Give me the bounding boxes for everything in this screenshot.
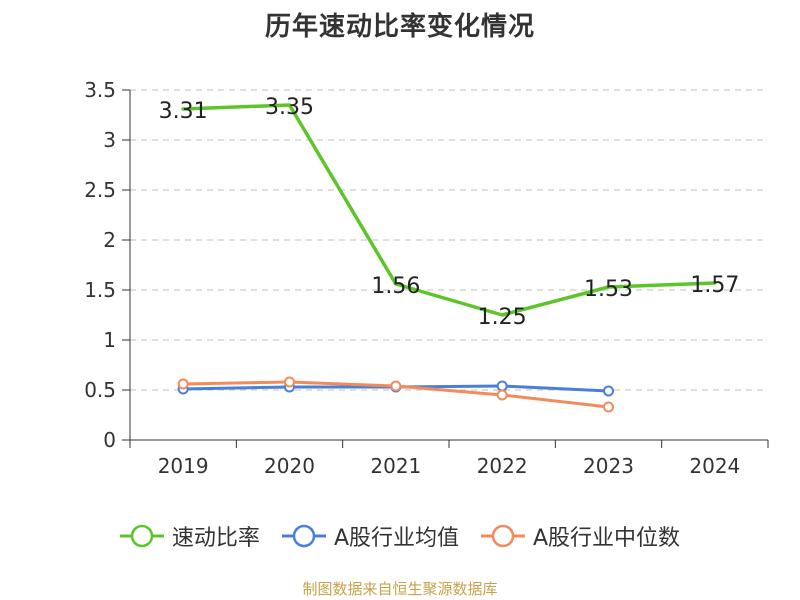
data-point [177,378,189,390]
y-tick-label: 3 [103,128,116,152]
x-tick-label: 2022 [477,454,528,478]
data-label: 1.53 [584,277,633,302]
data-label: 3.31 [159,99,208,124]
x-tick-label: 2024 [689,454,740,478]
data-point [603,401,614,413]
line-chart: 0 0.5 1 1.5 2 2.5 3 3.5 2019 2020 2021 2022 2023 2024… [84,78,769,478]
y-tick-label: 1.5 [84,278,116,302]
legend-label: A股行业中位数 [533,526,681,551]
series-line-0 [181,103,717,317]
data-point [284,376,295,388]
data-point [603,385,614,397]
y-tick-label: 3.5 [84,78,116,102]
data-label: 3.35 [265,95,314,120]
data-source-note: 制图数据来自恒生聚源数据库 [302,580,498,598]
data-point [496,380,508,392]
y-tick-label: 0 [103,428,116,452]
x-tick-label: 2021 [370,454,421,478]
x-tick-label: 2023 [583,454,634,478]
data-label: 1.25 [478,305,527,330]
legend-line-circle-icon [481,524,525,548]
data-point [390,380,402,392]
x-tick-label: 2019 [158,454,209,478]
data-label: 1.56 [371,274,420,299]
chart-legend: 速动比率 A股行业均值 A股行业中位数 [0,520,800,552]
y-tick-label: 2 [103,228,116,252]
legend-line-circle-icon [281,524,326,548]
data-label: 1.57 [690,273,739,298]
legend-label: A股行业均值 [333,526,459,551]
x-tick-label: 2020 [264,454,315,478]
y-tick-label: 1 [103,328,116,352]
y-tick-label: 2.5 [84,178,116,202]
chart-title: 历年速动比率变化情况 [264,12,535,42]
legend-item[interactable]: 速动比率 [119,520,260,552]
legend-label: 速动比率 [171,526,260,551]
legend-line-circle-icon [119,524,164,548]
y-tick-label: 0.5 [84,378,116,402]
legend-item[interactable]: A股行业中位数 [481,520,680,552]
data-point [496,389,508,401]
legend-item[interactable]: A股行业均值 [281,520,459,552]
